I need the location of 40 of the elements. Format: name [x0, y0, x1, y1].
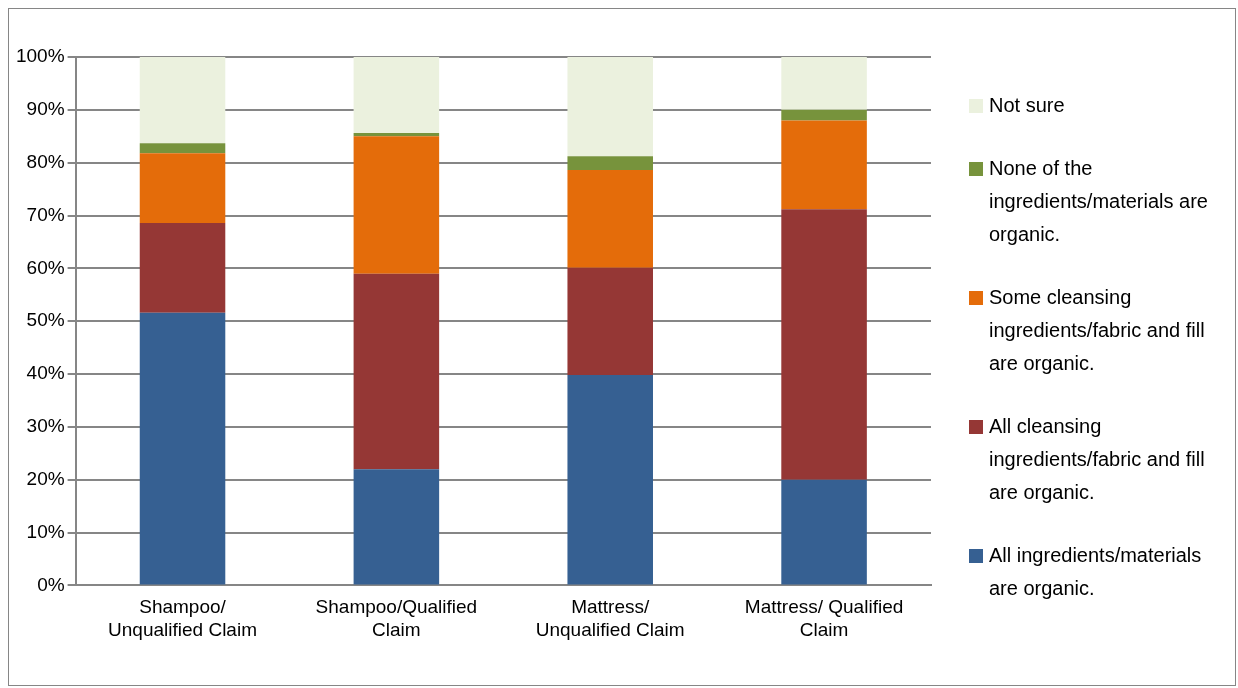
y-tick-label: 100% [15, 45, 65, 67]
x-tick-label: Mattress/ Qualified Claim [744, 596, 904, 640]
legend-label: None of the ingredients/materials are organic. [989, 156, 1209, 247]
y-tick-label: 20% [26, 467, 65, 489]
x-tick-label: Shampoo/Qualified Claim [315, 596, 478, 640]
legend-label: All ingredients/materials are organic. [989, 543, 1203, 601]
bar [139, 143, 226, 154]
bar [139, 222, 226, 313]
bar [567, 170, 653, 268]
bar [781, 479, 867, 585]
bar [353, 57, 440, 134]
bar [781, 57, 867, 110]
y-tick-label: 60% [26, 256, 65, 278]
y-tick-label: 50% [26, 309, 65, 331]
legend-label: All cleansing ingredients/fabric and fill are organic. [989, 414, 1206, 505]
bar [781, 209, 867, 480]
legend-label: Not sure [989, 93, 1065, 118]
y-tick-label: 10% [26, 520, 65, 542]
bar [567, 57, 653, 157]
x-tick-label: Mattress/ Unqualified Claim [535, 596, 685, 640]
bar [353, 469, 440, 585]
bar [353, 133, 440, 137]
bar [139, 57, 226, 144]
bar [567, 267, 653, 376]
y-tick-label: 0% [37, 573, 65, 595]
bar [781, 120, 867, 210]
y-tick-label: 90% [26, 98, 65, 120]
bar [567, 375, 653, 585]
bar [781, 109, 867, 121]
bar [139, 312, 226, 585]
legend-label: Some cleansing ingredients/fabric and fill are organic. [989, 285, 1206, 376]
y-tick-label: 70% [26, 203, 65, 225]
bar [139, 153, 226, 223]
y-tick-label: 40% [26, 362, 65, 384]
y-tick-label: 80% [26, 150, 65, 172]
bar [567, 156, 653, 171]
bar [353, 273, 440, 470]
x-tick-label: Shampoo/ Unqualified Claim [108, 596, 257, 640]
bar [353, 136, 440, 274]
y-tick-label: 30% [26, 415, 65, 437]
